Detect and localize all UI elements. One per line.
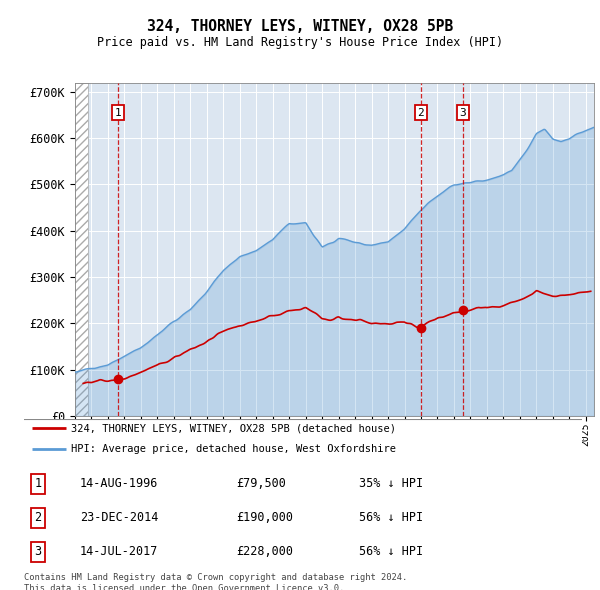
Text: 14-AUG-1996: 14-AUG-1996: [80, 477, 158, 490]
Text: 1: 1: [34, 477, 41, 490]
Text: 23-DEC-2014: 23-DEC-2014: [80, 512, 158, 525]
Text: £228,000: £228,000: [236, 545, 293, 559]
Text: Contains HM Land Registry data © Crown copyright and database right 2024.
This d: Contains HM Land Registry data © Crown c…: [24, 573, 407, 590]
Text: 2: 2: [34, 512, 41, 525]
Text: 1: 1: [115, 108, 122, 117]
Text: 56% ↓ HPI: 56% ↓ HPI: [359, 545, 423, 559]
Text: 35% ↓ HPI: 35% ↓ HPI: [359, 477, 423, 490]
Bar: [75, 83, 88, 416]
Text: 2: 2: [417, 108, 424, 117]
Text: 3: 3: [460, 108, 466, 117]
FancyBboxPatch shape: [19, 418, 587, 458]
Text: £79,500: £79,500: [236, 477, 286, 490]
Text: £190,000: £190,000: [236, 512, 293, 525]
Text: 324, THORNEY LEYS, WITNEY, OX28 5PB: 324, THORNEY LEYS, WITNEY, OX28 5PB: [147, 19, 453, 34]
Bar: [75, 83, 88, 416]
Text: 56% ↓ HPI: 56% ↓ HPI: [359, 512, 423, 525]
Text: Price paid vs. HM Land Registry's House Price Index (HPI): Price paid vs. HM Land Registry's House …: [97, 36, 503, 49]
Text: HPI: Average price, detached house, West Oxfordshire: HPI: Average price, detached house, West…: [71, 444, 397, 454]
Text: 324, THORNEY LEYS, WITNEY, OX28 5PB (detached house): 324, THORNEY LEYS, WITNEY, OX28 5PB (det…: [71, 424, 397, 434]
Text: 3: 3: [34, 545, 41, 559]
Text: 14-JUL-2017: 14-JUL-2017: [80, 545, 158, 559]
